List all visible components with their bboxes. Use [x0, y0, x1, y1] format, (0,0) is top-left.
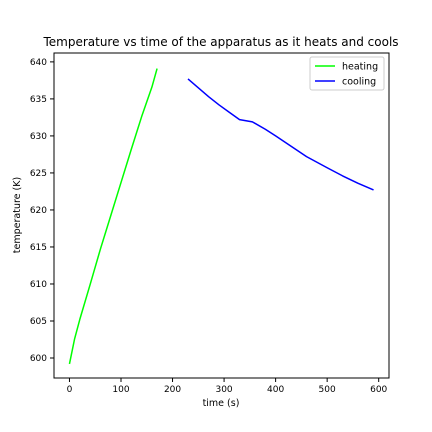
y-tick-label: 620 — [30, 206, 47, 216]
legend-label-cooling: cooling — [342, 76, 376, 87]
x-axis: 0 100 200 300 400 500 600 — [67, 378, 388, 395]
series-line-heating — [68, 68, 158, 365]
legend: heating cooling — [309, 56, 385, 91]
y-tick-label: 610 — [30, 280, 47, 290]
x-tick-label: 600 — [370, 385, 387, 395]
legend-label-heating: heating — [342, 61, 378, 72]
x-tick-label: 300 — [215, 385, 232, 395]
chart-title: Temperature vs time of the apparatus as … — [42, 35, 398, 49]
y-tick-label: 635 — [30, 95, 47, 105]
y-tick-label: 640 — [30, 58, 47, 68]
y-tick-label: 605 — [30, 317, 47, 327]
x-axis-label: time (s) — [203, 398, 240, 409]
y-tick-label: 600 — [30, 354, 47, 364]
y-axis-label: temperature (K) — [12, 177, 23, 253]
y-tick-label: 615 — [30, 243, 47, 253]
y-tick-label: 630 — [30, 132, 47, 142]
plot-frame — [53, 52, 390, 379]
x-tick-label: 500 — [319, 385, 336, 395]
x-tick-label: 0 — [67, 385, 73, 395]
series-line-cooling — [187, 78, 374, 191]
plot-area — [53, 52, 390, 379]
x-tick-label: 200 — [164, 385, 181, 395]
y-axis: 600 605 610 615 620 625 630 635 640 — [30, 58, 54, 364]
y-tick-label: 625 — [30, 169, 47, 179]
series-layer — [68, 68, 374, 365]
x-tick-label: 100 — [112, 385, 129, 395]
x-tick-label: 400 — [267, 385, 284, 395]
